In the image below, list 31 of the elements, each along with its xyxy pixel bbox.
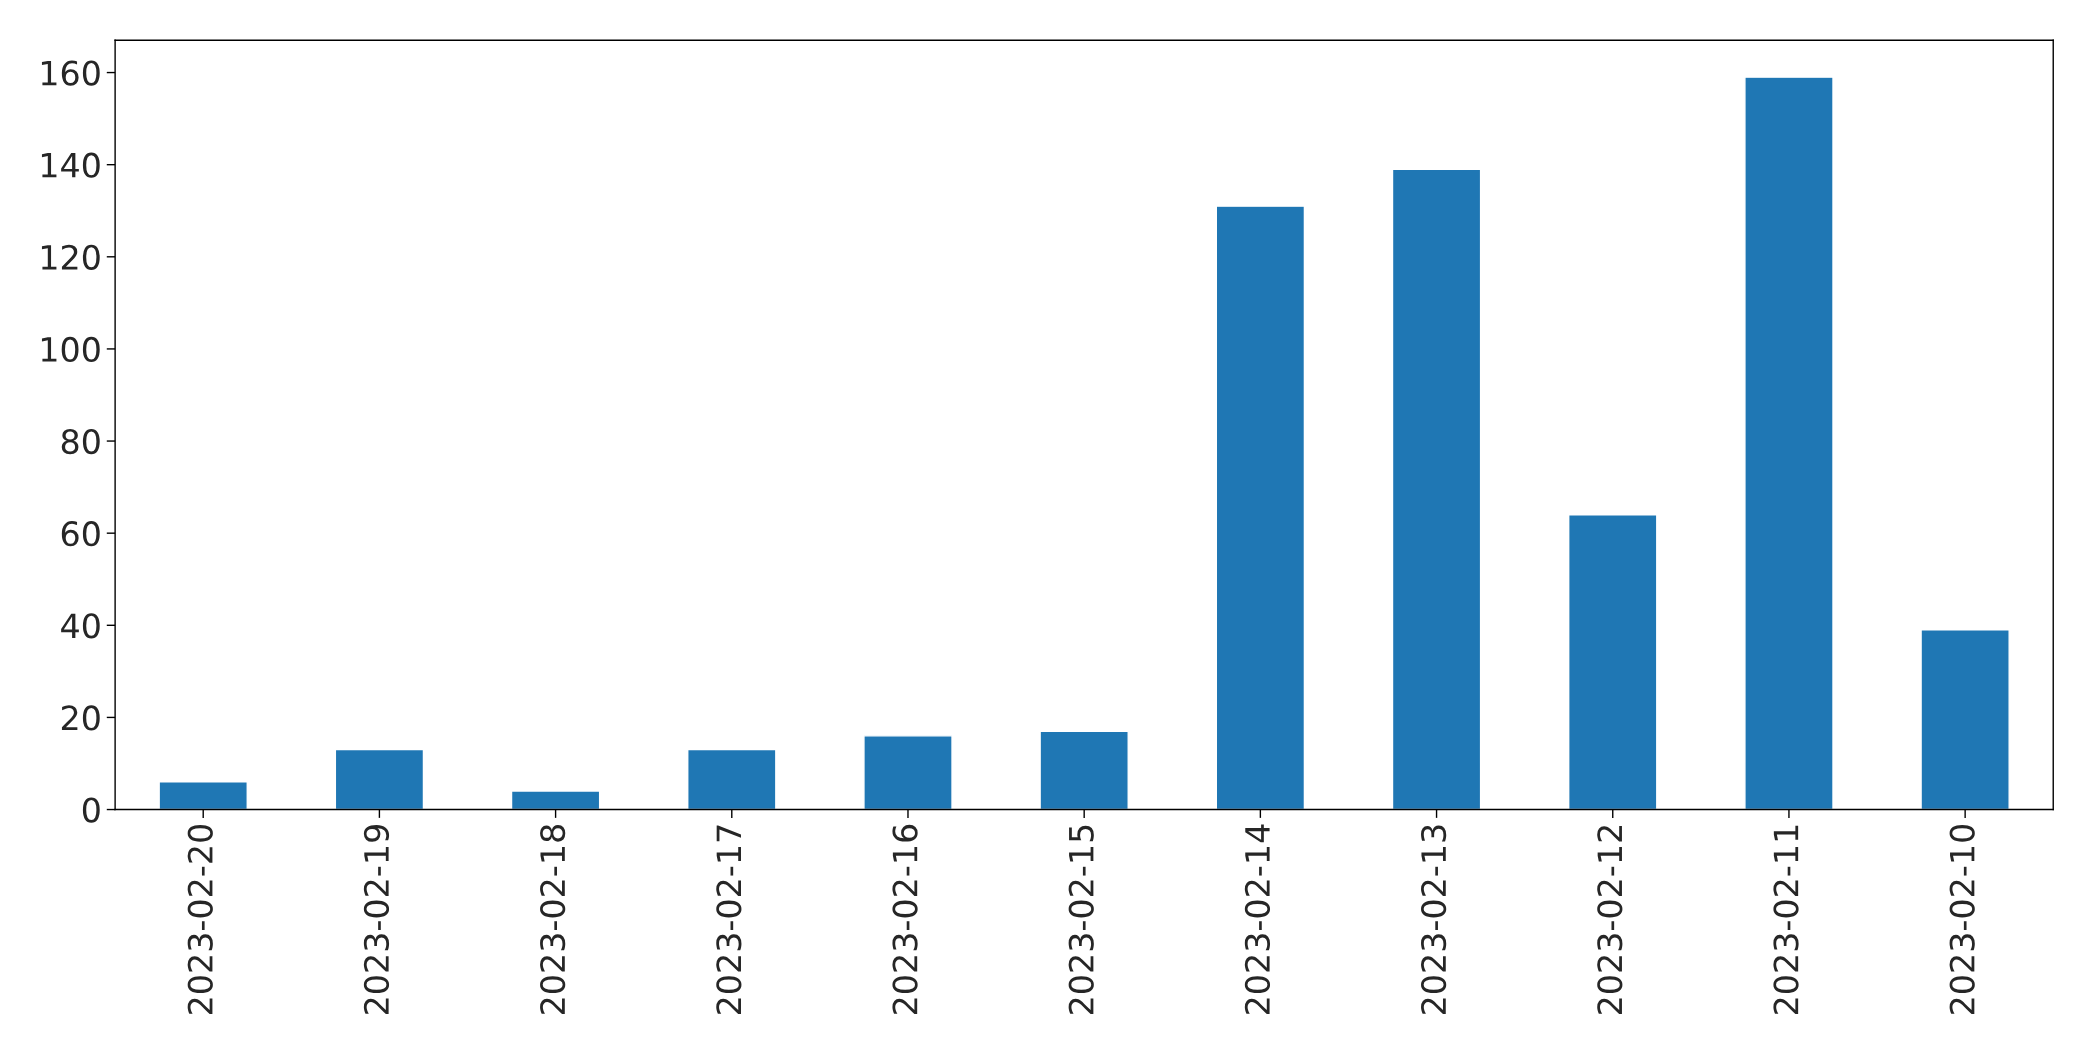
x-tick-label: 2023-02-20 — [187, 824, 213, 1015]
y-tick-label: 0 — [82, 797, 100, 823]
y-tick-label: 120 — [41, 244, 100, 270]
x-tick-label: 2023-02-17 — [716, 825, 742, 1015]
y-tick-label: 140 — [41, 152, 100, 178]
bar — [1568, 514, 1658, 810]
y-tick-label: 20 — [61, 705, 100, 731]
bar — [863, 735, 953, 810]
x-tick-label: 2023-02-15 — [1068, 825, 1094, 1015]
x-tick-label: 2023-02-19 — [363, 825, 390, 1015]
x-tick-label: 2023-02-16 — [892, 824, 918, 1015]
y-tick-label: 160 — [41, 60, 100, 86]
y-tick-label: 40 — [61, 613, 100, 639]
bar — [1391, 168, 1482, 810]
bar — [687, 748, 777, 810]
x-tick-label: 2023-02-14 — [1244, 824, 1271, 1015]
x-tick-label: 2023-02-13 — [1421, 825, 1447, 1015]
bar — [1215, 205, 1306, 810]
bar — [1744, 76, 1834, 810]
y-tick-label: 60 — [61, 521, 100, 547]
x-tick-label: 2023-02-18 — [540, 825, 566, 1015]
bar — [158, 781, 248, 810]
x-tick-label: 2023-02-11 — [1773, 825, 1799, 1015]
x-tick-label: 2023-02-10 — [1949, 824, 1975, 1015]
bar — [510, 790, 601, 810]
y-tick-label: 80 — [61, 428, 100, 455]
bar — [1039, 730, 1129, 810]
x-tick-label: 2023-02-12 — [1597, 826, 1623, 1015]
y-tick-label: 100 — [41, 336, 100, 363]
bar — [1920, 629, 2010, 810]
bar — [334, 748, 425, 810]
